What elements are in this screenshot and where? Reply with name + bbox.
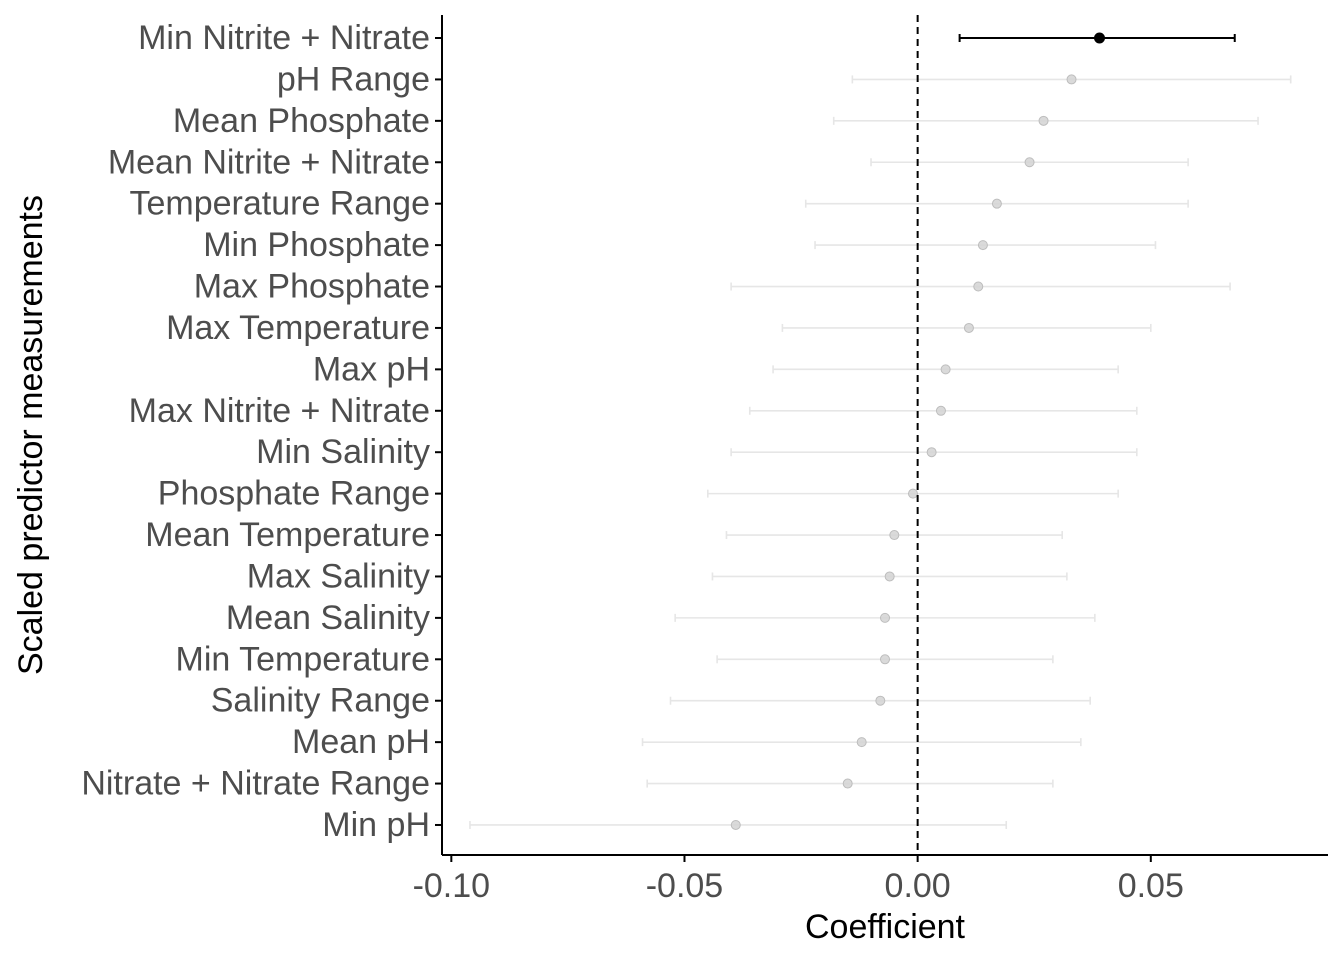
coef-row	[814, 240, 1157, 251]
y-tick-label: Min Salinity	[256, 433, 430, 471]
y-tick-label: Max Temperature	[166, 309, 430, 347]
y-axis-title: Scaled predictor measurements	[12, 195, 50, 675]
coefficient-point	[926, 447, 937, 458]
y-tick-label: Mean pH	[292, 723, 430, 761]
coef-row	[870, 157, 1189, 168]
y-tick-label: Mean Nitrite + Nitrate	[108, 143, 430, 181]
y-tick-label: Mean Phosphate	[173, 102, 430, 140]
y-tick-label: Max pH	[313, 350, 430, 388]
coefficient-point	[842, 778, 853, 789]
y-tick-label: Temperature Range	[129, 185, 430, 223]
coefficient-point	[880, 612, 890, 623]
y-tick-label: pH Range	[277, 60, 430, 98]
y-tick-label: Max Nitrite + Nitrate	[129, 392, 430, 430]
coef-row	[832, 115, 1259, 126]
x-tick-label: 0.00	[885, 867, 951, 905]
coefficient-point	[1038, 115, 1049, 126]
y-tick-label: Min Nitrite + Nitrate	[138, 19, 430, 57]
coefficient-point	[963, 322, 974, 333]
coefficient-point	[889, 530, 900, 541]
coef-row	[674, 612, 1096, 623]
y-tick-label: Min pH	[322, 806, 430, 844]
coefficient-point	[907, 488, 918, 499]
y-tick-label: Mean Temperature	[145, 516, 430, 554]
coefficient-point	[940, 364, 951, 375]
coefficient-point	[935, 405, 946, 416]
coefficient-point	[1094, 32, 1106, 44]
coefficient-point	[977, 240, 988, 251]
y-tick-label: Phosphate Range	[158, 475, 430, 513]
y-tick-label: Max Phosphate	[194, 268, 430, 306]
coefficient-point	[875, 695, 886, 706]
coef-row	[669, 695, 1091, 706]
coef-row	[706, 488, 1119, 499]
coef-row	[730, 447, 1138, 458]
y-tick-label: Nitrate + Nitrate Range	[81, 765, 430, 803]
y-tick-label: Max Salinity	[247, 557, 430, 595]
coef-row	[725, 530, 1063, 541]
coefficient-point	[880, 654, 890, 665]
y-tick-label: Mean Salinity	[226, 599, 430, 637]
coefficient-point	[1024, 157, 1035, 168]
coefficient-point	[973, 281, 984, 292]
coef-row	[730, 281, 1231, 292]
coef-row	[646, 778, 1054, 789]
coef-row	[748, 405, 1138, 416]
coef-row	[772, 364, 1119, 375]
coefficient-point	[730, 819, 741, 830]
y-tick-label: Min Temperature	[176, 640, 431, 678]
coefficient-point	[856, 737, 867, 748]
y-tick-label: Salinity Range	[211, 682, 430, 720]
x-tick-label: 0.05	[1118, 867, 1184, 905]
x-axis-title: Coefficient	[805, 908, 966, 946]
coef-row	[851, 74, 1292, 85]
y-tick-label: Min Phosphate	[203, 226, 430, 264]
coef-row	[781, 322, 1152, 333]
coef-row	[804, 198, 1189, 209]
chart-marks	[469, 15, 1292, 855]
coefficient-point	[884, 571, 895, 582]
coefficient-point	[991, 198, 1002, 209]
coef-row	[711, 571, 1068, 582]
coefficient-point	[1066, 74, 1077, 85]
x-tick-label: -0.10	[413, 867, 491, 905]
coef-row	[958, 32, 1236, 44]
coef-row	[716, 654, 1054, 665]
x-tick-label: -0.05	[646, 867, 724, 905]
coef-row	[641, 737, 1082, 748]
coef-row	[469, 819, 1008, 830]
